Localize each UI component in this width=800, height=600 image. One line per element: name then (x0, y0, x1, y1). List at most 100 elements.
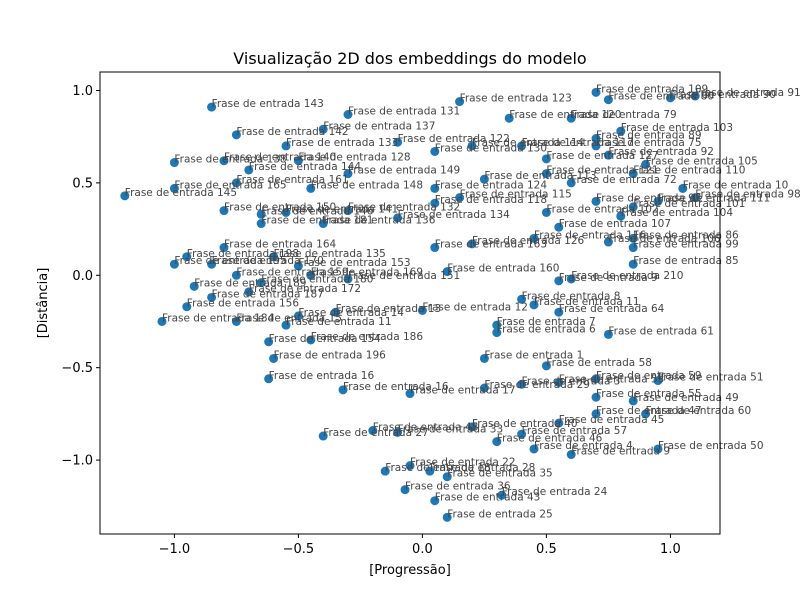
data-point (455, 97, 465, 107)
point-label: Frase de entrada 28 (430, 462, 536, 474)
point-label: Frase de entrada 57 (522, 425, 628, 437)
point-label: Frase de entrada 13 (336, 303, 442, 315)
data-point (207, 259, 217, 269)
data-point (566, 274, 576, 284)
point-label: Frase de entrada 184 (162, 312, 275, 324)
point-label: Frase de entrada 102 (546, 203, 658, 215)
data-point (256, 278, 266, 288)
point-label: Frase de entrada 16 (343, 381, 449, 393)
data-point (479, 353, 489, 363)
data-point (554, 418, 564, 428)
point-label: Frase de entrada 10 (683, 179, 789, 191)
data-point (269, 353, 279, 363)
data-point (517, 379, 527, 389)
point-label: Frase de entrada 85 (633, 255, 739, 267)
y-tick-label: −0.5 (61, 361, 93, 376)
point-label: Frase de entrada 25 (447, 508, 553, 520)
point-label: Frase de entrada 111 (658, 192, 770, 204)
point-label: Frase de entrada 46 (497, 433, 603, 445)
data-point (591, 392, 601, 402)
point-label: Frase de entrada 75 (596, 137, 702, 149)
data-point (690, 193, 700, 203)
point-label: Frase de entrada 55 (596, 388, 702, 400)
point-label: Frase de entrada 134 (398, 209, 511, 221)
data-point (517, 429, 527, 439)
point-label: Frase de entrada 198 (187, 248, 299, 260)
data-point (529, 300, 539, 310)
data-point (541, 361, 551, 371)
data-point (628, 259, 638, 269)
y-tick-label: −1.0 (61, 454, 93, 469)
point-label: Frase de entrada 156 (187, 298, 300, 310)
point-label: Frase de entrada 142 (236, 126, 348, 138)
point-label: Frase de entrada 14 (298, 307, 404, 319)
point-label: Frase de entrada 106 (608, 233, 721, 245)
data-point (479, 383, 489, 393)
point-label: Frase de entrada 9 (571, 446, 670, 458)
point-label: Frase de entrada 50 (658, 440, 764, 452)
point-label: Frase de entrada 153 (298, 257, 410, 269)
y-axis-label: [Distância] (36, 268, 51, 339)
point-label: Frase de entrada 172 (249, 283, 361, 295)
point-label: Frase de entrada 121 (546, 165, 658, 177)
data-point (628, 233, 638, 243)
data-point (231, 178, 241, 188)
point-label: Frase de entrada 93 (596, 192, 702, 204)
point-label: Frase de entrada 36 (405, 481, 511, 493)
data-point (554, 276, 564, 286)
point-label: Frase de entrada 58 (546, 357, 652, 369)
point-label: Frase de entrada 135 (274, 248, 386, 260)
data-point (603, 329, 613, 339)
x-tick-label: −0.5 (283, 542, 315, 557)
data-point (343, 110, 353, 120)
data-point (231, 316, 241, 326)
point-label: Frase de entrada 154 (269, 333, 382, 345)
point-label: Frase de entrada 4 (534, 440, 633, 452)
data-point (641, 159, 651, 169)
x-axis-ticks: −1.0 −0.5 0.0 0.5 1.0 (159, 534, 681, 557)
data-point (269, 252, 279, 262)
data-point (554, 307, 564, 317)
point-label: Frase de entrada 116 (534, 229, 647, 241)
data-point (591, 87, 601, 97)
point-label: Frase de entrada 15 (236, 312, 342, 324)
data-point (554, 377, 564, 387)
data-point (306, 183, 316, 193)
data-point (554, 222, 564, 232)
data-point (343, 169, 353, 179)
point-label: Frase de entrada 17 (410, 385, 516, 397)
x-axis-label: [Progressão] (369, 563, 451, 578)
data-point (517, 141, 527, 151)
point-label: Frase de entrada 109 (596, 83, 708, 95)
data-point (264, 374, 274, 384)
point-label: Frase de entrada 114 (472, 137, 585, 149)
point-label: Frase de entrada 115 (460, 189, 572, 201)
data-point (281, 207, 291, 217)
point-label: Frase de entrada 136 (323, 215, 436, 227)
data-point (665, 93, 675, 103)
x-tick-label: 0.5 (536, 542, 557, 557)
data-point (492, 320, 502, 330)
data-point (393, 427, 403, 437)
data-point (306, 270, 316, 280)
point-label: Frase de entrada 53 (559, 373, 665, 385)
data-point (281, 320, 291, 330)
point-label: Frase de entrada 148 (311, 179, 423, 191)
point-label: Frase de entrada 189 (194, 277, 306, 289)
data-point (256, 209, 266, 219)
point-label: Frase de entrada 35 (447, 468, 553, 480)
point-label: Frase de entrada 195 (174, 255, 286, 267)
point-label: Frase de entrada 11 (534, 296, 640, 308)
point-label: Frase de entrada 47 (596, 405, 702, 417)
point-label: Frase de entrada 11 (286, 316, 392, 328)
x-tick-label: 0.0 (412, 542, 433, 557)
data-point (368, 426, 378, 436)
point-label: Frase de entrada 18 (385, 462, 491, 474)
data-point (318, 124, 328, 134)
y-axis-ticks: −1.0 −0.5 0.0 0.5 1.0 (61, 84, 100, 469)
data-point (479, 174, 489, 184)
data-point (591, 196, 601, 206)
point-label: Frase de entrada 210 (571, 270, 683, 282)
data-point (541, 154, 551, 164)
